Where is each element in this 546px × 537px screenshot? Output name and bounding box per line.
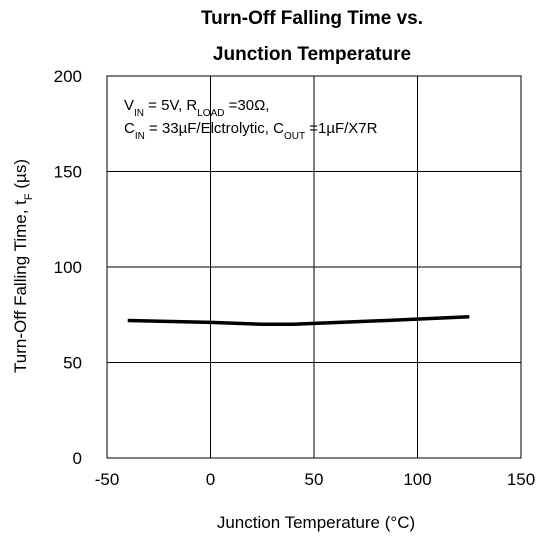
y-tick-label: 200 [54, 67, 82, 86]
series-line [128, 317, 470, 325]
annotation-line2: CIN = 33µF/Elctrolytic, COUT =1µF/X7R [124, 120, 378, 142]
x-tick-label: 100 [403, 470, 431, 489]
y-axis-label: Turn-Off Falling Time, tF (µs) [11, 159, 35, 373]
x-tick-label: 0 [206, 470, 215, 489]
x-axis-label: Junction Temperature (°C) [217, 513, 415, 532]
y-tick-label: 0 [73, 449, 82, 468]
annotation-line1: VIN = 5V, RLOAD =30Ω, [124, 97, 269, 119]
x-tick-label: 50 [305, 470, 324, 489]
test-conditions-annotation: VIN = 5V, RLOAD =30Ω, CIN = 33µF/Elctrol… [124, 97, 378, 142]
x-tick-label: -50 [95, 470, 120, 489]
x-tick-label: 150 [507, 470, 535, 489]
y-axis-label-post: (µs) [11, 159, 30, 193]
y-tick-label: 150 [54, 163, 82, 182]
y-tick-labels: 0 50 100 150 200 [54, 67, 82, 468]
y-tick-label: 100 [54, 258, 82, 277]
x-tick-labels: -50 0 50 100 150 [95, 470, 535, 489]
y-axis-label-pre: Turn-Off Falling Time, t [11, 200, 30, 373]
y-tick-label: 50 [63, 354, 82, 373]
